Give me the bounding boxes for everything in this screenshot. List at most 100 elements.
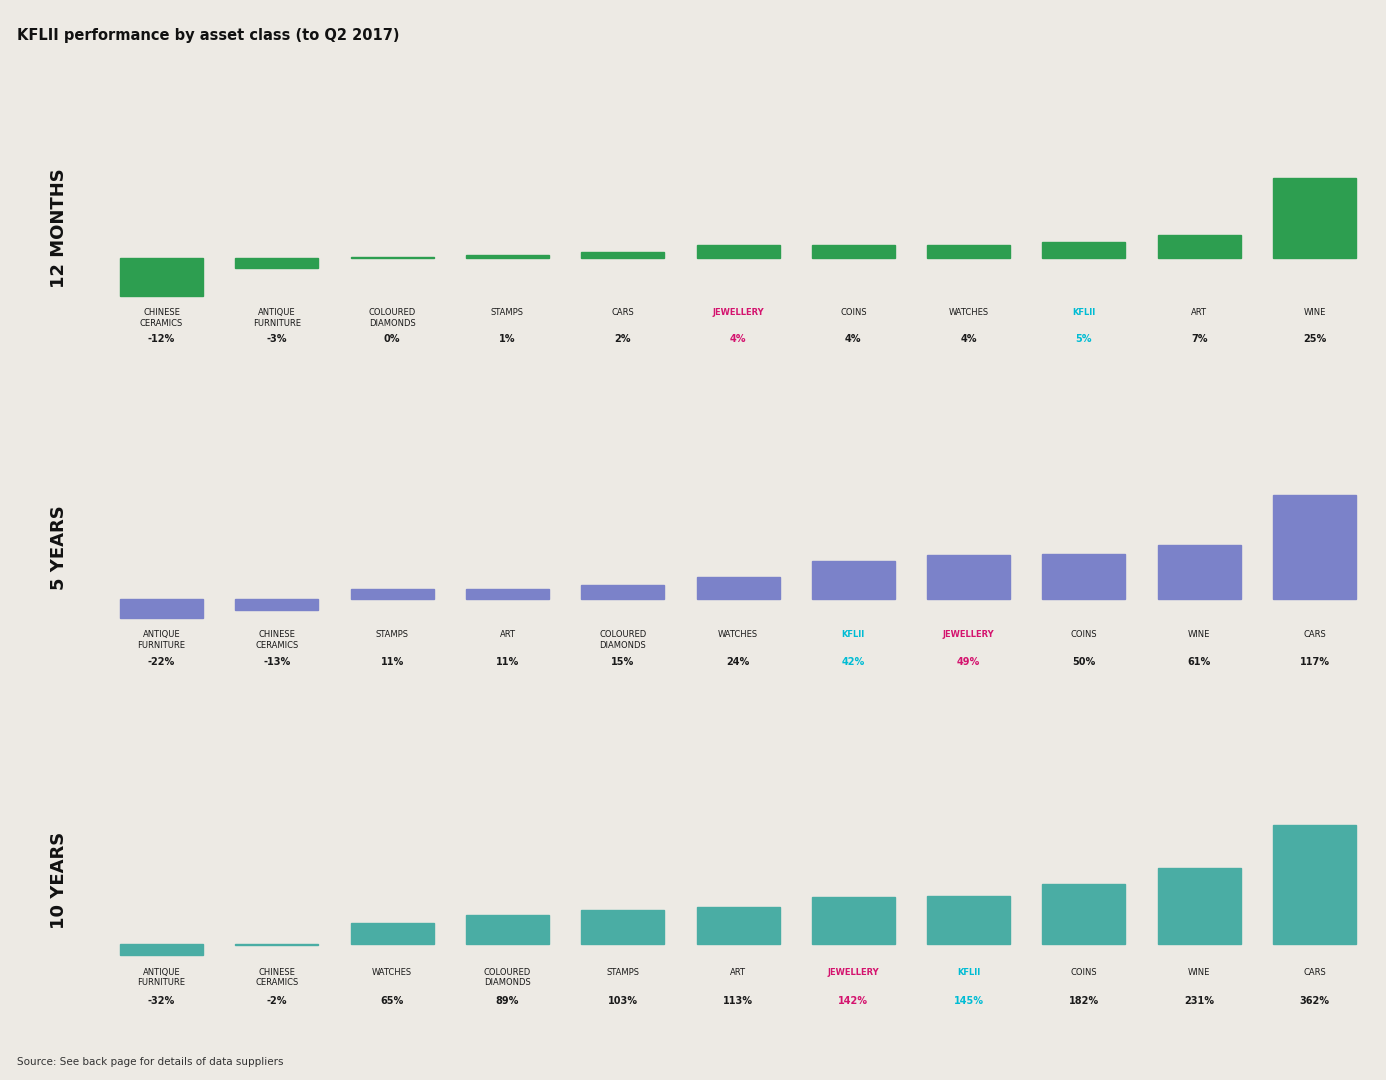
Text: KFLII: KFLII	[1073, 308, 1095, 318]
Bar	[697, 245, 779, 258]
Text: ART: ART	[1191, 308, 1207, 318]
Text: 5 YEARS: 5 YEARS	[50, 505, 68, 590]
Text: 25%: 25%	[1303, 335, 1326, 345]
Text: Source: See back page for details of data suppliers: Source: See back page for details of dat…	[17, 1057, 283, 1067]
Text: CHINESE
CERAMICS: CHINESE CERAMICS	[140, 308, 183, 327]
Text: JEWELLERY: JEWELLERY	[942, 631, 994, 639]
Text: COINS: COINS	[840, 308, 866, 318]
Text: ART: ART	[730, 968, 746, 976]
Text: -22%: -22%	[148, 658, 175, 667]
Text: 65%: 65%	[381, 996, 403, 1007]
Bar	[1157, 235, 1240, 258]
Text: -3%: -3%	[266, 335, 287, 345]
Text: 5%: 5%	[1076, 335, 1092, 345]
Bar	[351, 589, 434, 598]
Text: STAMPS: STAMPS	[491, 308, 524, 318]
Text: WINE: WINE	[1188, 631, 1210, 639]
Text: 182%: 182%	[1069, 996, 1099, 1007]
Text: 49%: 49%	[956, 658, 980, 667]
Text: 103%: 103%	[607, 996, 638, 1007]
Text: WATCHES: WATCHES	[718, 631, 758, 639]
Bar	[812, 562, 895, 598]
Text: 11%: 11%	[381, 658, 403, 667]
Text: 7%: 7%	[1191, 335, 1207, 345]
Text: ANTIQUE
FURNITURE: ANTIQUE FURNITURE	[137, 631, 186, 650]
Text: COLOURED
DIAMONDS: COLOURED DIAMONDS	[484, 968, 531, 987]
Bar	[1272, 177, 1356, 258]
Text: 231%: 231%	[1184, 996, 1214, 1007]
Bar	[121, 598, 204, 618]
Text: CHINESE
CERAMICS: CHINESE CERAMICS	[255, 631, 298, 650]
Text: 2%: 2%	[614, 335, 631, 345]
Text: 1%: 1%	[499, 335, 516, 345]
Text: 42%: 42%	[841, 658, 865, 667]
Text: 145%: 145%	[954, 996, 984, 1007]
Bar	[697, 907, 779, 944]
Text: COINS: COINS	[1070, 968, 1098, 976]
Text: STAMPS: STAMPS	[606, 968, 639, 976]
Bar	[466, 589, 549, 598]
Text: COINS: COINS	[1070, 631, 1098, 639]
Text: 4%: 4%	[730, 335, 746, 345]
Text: CARS: CARS	[611, 308, 635, 318]
Text: ANTIQUE
FURNITURE: ANTIQUE FURNITURE	[137, 968, 186, 987]
Text: -2%: -2%	[266, 996, 287, 1007]
Text: 142%: 142%	[839, 996, 869, 1007]
Text: 50%: 50%	[1073, 658, 1095, 667]
Text: -13%: -13%	[263, 658, 291, 667]
Bar	[927, 555, 1010, 598]
Bar	[1272, 825, 1356, 944]
Text: KFLII performance by asset class (to Q2 2017): KFLII performance by asset class (to Q2 …	[17, 28, 399, 43]
Bar	[581, 252, 664, 258]
Text: ART: ART	[499, 631, 516, 639]
Bar	[697, 578, 779, 598]
Bar	[1272, 495, 1356, 598]
Text: WATCHES: WATCHES	[948, 308, 988, 318]
Text: CARS: CARS	[1303, 631, 1326, 639]
Text: WINE: WINE	[1188, 968, 1210, 976]
Text: KFLII: KFLII	[956, 968, 980, 976]
Text: 113%: 113%	[723, 996, 753, 1007]
Bar	[1042, 885, 1125, 944]
Text: WATCHES: WATCHES	[371, 968, 412, 976]
Bar	[466, 915, 549, 944]
Bar	[351, 922, 434, 944]
Bar	[1042, 554, 1125, 598]
Text: JEWELLERY: JEWELLERY	[712, 308, 764, 318]
Text: 61%: 61%	[1188, 658, 1211, 667]
Bar	[1157, 868, 1240, 944]
Bar	[466, 255, 549, 258]
Text: 15%: 15%	[611, 658, 635, 667]
Bar	[236, 258, 319, 268]
Text: 89%: 89%	[496, 996, 520, 1007]
Text: -12%: -12%	[148, 335, 175, 345]
Text: -32%: -32%	[148, 996, 175, 1007]
Text: 4%: 4%	[960, 335, 977, 345]
Text: WINE: WINE	[1303, 308, 1325, 318]
Bar	[581, 910, 664, 944]
Text: COLOURED
DIAMONDS: COLOURED DIAMONDS	[369, 308, 416, 327]
Bar	[812, 245, 895, 258]
Text: 4%: 4%	[845, 335, 862, 345]
Text: 0%: 0%	[384, 335, 401, 345]
Bar	[1157, 544, 1240, 598]
Bar	[581, 585, 664, 598]
Bar	[927, 896, 1010, 944]
Text: CHINESE
CERAMICS: CHINESE CERAMICS	[255, 968, 298, 987]
Text: 24%: 24%	[726, 658, 750, 667]
Text: CARS: CARS	[1303, 968, 1326, 976]
Bar	[236, 598, 319, 610]
Text: 117%: 117%	[1300, 658, 1329, 667]
Bar	[121, 258, 204, 296]
Text: 362%: 362%	[1300, 996, 1329, 1007]
Text: COLOURED
DIAMONDS: COLOURED DIAMONDS	[599, 631, 646, 650]
Text: 11%: 11%	[496, 658, 520, 667]
Text: STAMPS: STAMPS	[376, 631, 409, 639]
Text: 12 MONTHS: 12 MONTHS	[50, 168, 68, 288]
Text: JEWELLERY: JEWELLERY	[827, 968, 879, 976]
Text: 10 YEARS: 10 YEARS	[50, 832, 68, 929]
Bar	[1042, 242, 1125, 258]
Bar	[121, 944, 204, 955]
Bar	[927, 245, 1010, 258]
Text: ANTIQUE
FURNITURE: ANTIQUE FURNITURE	[252, 308, 301, 327]
